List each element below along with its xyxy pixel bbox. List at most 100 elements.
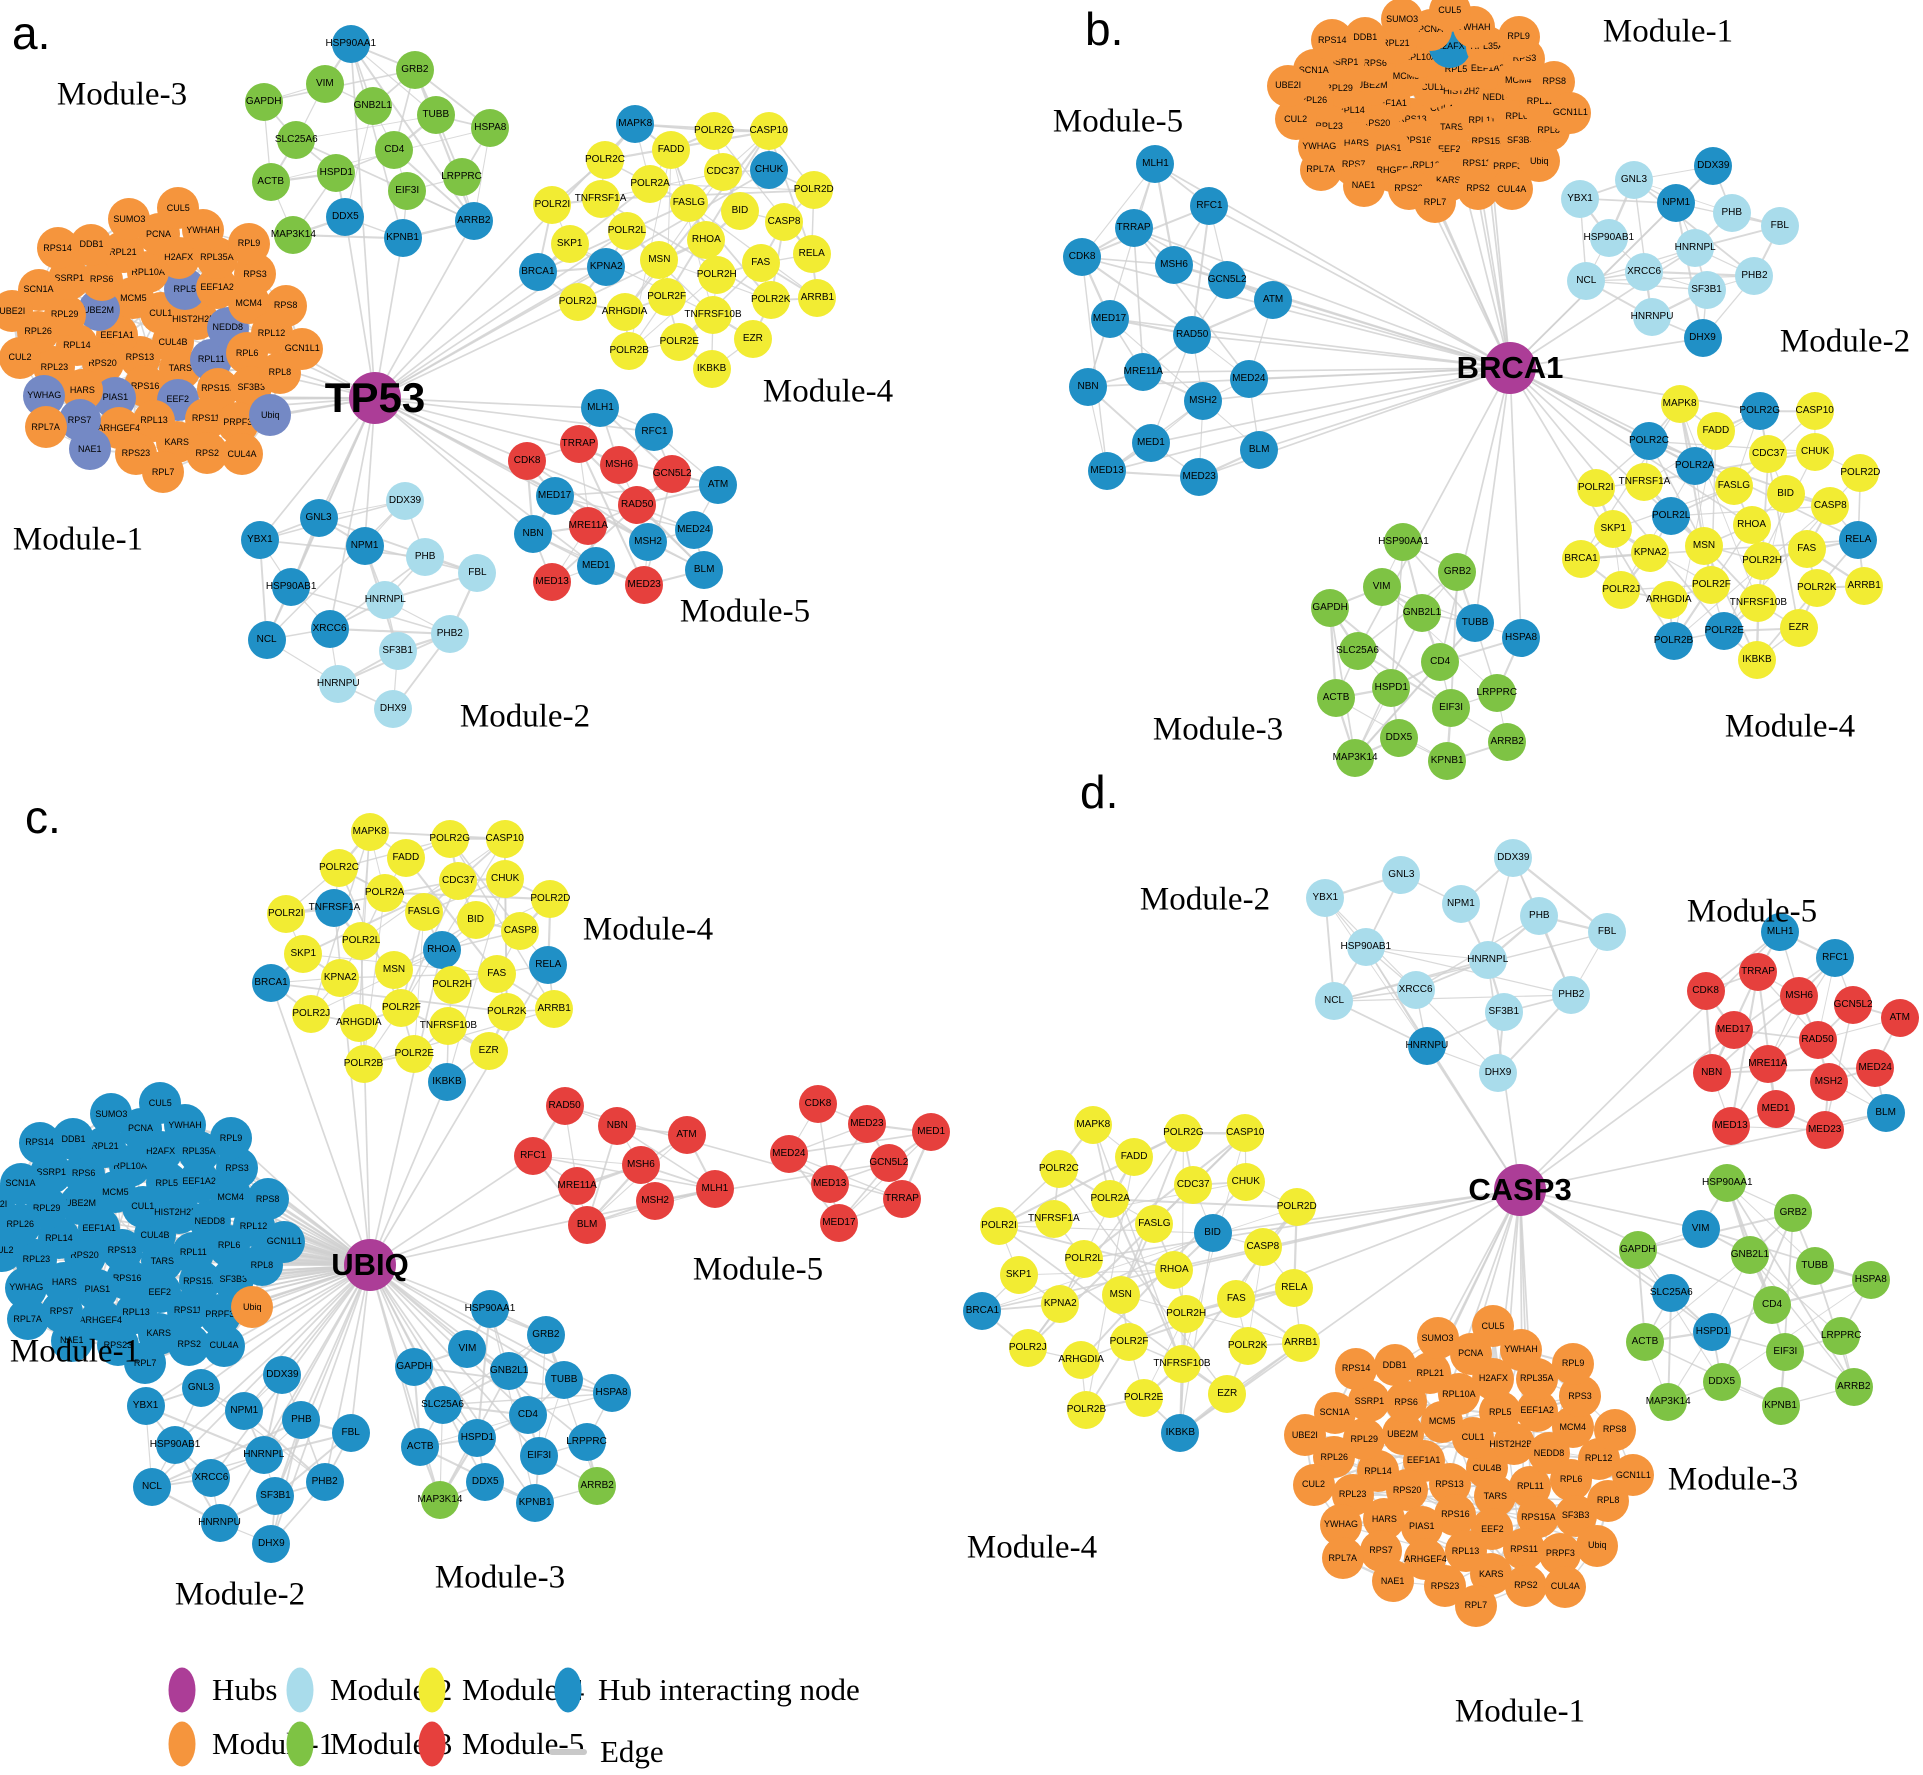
node-eif3i[interactable]: EIF3I <box>520 1436 559 1475</box>
node-med23[interactable]: MED23 <box>847 1105 886 1144</box>
node-cdk8[interactable]: CDK8 <box>508 441 547 480</box>
node-bid[interactable]: BID <box>720 191 759 230</box>
node-fadd[interactable]: FADD <box>1696 411 1735 450</box>
node-cdk8[interactable]: CDK8 <box>1686 971 1725 1010</box>
node-faslg[interactable]: FASLG <box>404 893 443 932</box>
node-rpl9[interactable]: RPL9 <box>210 1117 253 1160</box>
node-sf3b1[interactable]: SF3B1 <box>378 631 417 670</box>
node-nbn[interactable]: NBN <box>514 515 553 554</box>
node-gcn1l1[interactable]: GCN1L1 <box>1549 91 1592 134</box>
node-phb2[interactable]: PHB2 <box>305 1463 344 1502</box>
hub-node-ubiq[interactable] <box>344 1239 396 1291</box>
node-grb2[interactable]: GRB2 <box>395 50 434 89</box>
node-ubiq[interactable]: Ubiq <box>1576 1524 1619 1567</box>
node-vim[interactable]: VIM <box>1362 568 1401 607</box>
node-bid[interactable]: BID <box>1193 1214 1232 1253</box>
node-nae1[interactable]: NAE1 <box>68 428 111 471</box>
node-cul2[interactable]: CUL2 <box>0 1229 23 1272</box>
node-phb[interactable]: PHB <box>406 538 445 577</box>
node-faslg[interactable]: FASLG <box>669 184 708 223</box>
node-polr2d[interactable]: POLR2D <box>530 880 570 919</box>
node-polr2f[interactable]: POLR2F <box>1110 1322 1149 1361</box>
node-gapdh[interactable]: GAPDH <box>395 1347 434 1386</box>
node-med17[interactable]: MED17 <box>819 1203 858 1242</box>
node-polr2i[interactable]: POLR2I <box>979 1206 1018 1245</box>
node-casp8[interactable]: CASP8 <box>765 202 804 241</box>
node-slc25a6[interactable]: SLC25A6 <box>1650 1274 1693 1313</box>
node-polr2h[interactable]: POLR2H <box>432 966 472 1005</box>
node-hnrnpl[interactable]: HNRNPL <box>1675 229 1716 267</box>
node-cdk8[interactable]: CDK8 <box>1063 238 1102 277</box>
node-med17[interactable]: MED17 <box>1714 1010 1753 1049</box>
node-ddx39[interactable]: DDX39 <box>385 481 424 520</box>
node-arrb2[interactable]: ARRB2 <box>1834 1367 1873 1406</box>
node-msh6[interactable]: MSH6 <box>1780 976 1819 1015</box>
node-grb2[interactable]: GRB2 <box>526 1315 565 1354</box>
node-npm1[interactable]: NPM1 <box>1657 184 1696 223</box>
node-nbn[interactable]: NBN <box>1069 367 1108 406</box>
node-brca1[interactable]: BRCA1 <box>1562 539 1601 578</box>
node-blm[interactable]: BLM <box>1866 1093 1905 1132</box>
node-arhgdia[interactable]: ARHGDIA <box>1058 1341 1104 1380</box>
node-rps8[interactable]: RPS8 <box>264 284 307 327</box>
node-med23[interactable]: MED23 <box>625 566 664 605</box>
node-slc25a6[interactable]: SLC25A6 <box>1336 631 1379 670</box>
node-ddx5[interactable]: DDX5 <box>326 198 365 237</box>
node-mcm5[interactable]: MCM5 <box>1421 1400 1464 1443</box>
node-tnfrsf1a[interactable]: TNFRSF1A <box>1028 1199 1080 1238</box>
node-tnfrsf10b[interactable]: TNFRSF10B <box>420 1007 477 1046</box>
node-polr2h[interactable]: POLR2H <box>697 255 737 294</box>
node-mlh1[interactable]: MLH1 <box>581 389 620 428</box>
node-nae1[interactable]: NAE1 <box>1342 164 1385 207</box>
node-polr2i[interactable]: POLR2I <box>1576 469 1615 508</box>
node-med24[interactable]: MED24 <box>674 510 713 549</box>
node-fas[interactable]: FAS <box>477 954 516 993</box>
node-slc25a6[interactable]: SLC25A6 <box>421 1385 464 1424</box>
node-cul2[interactable]: CUL2 <box>0 336 41 379</box>
node-msn[interactable]: MSN <box>1685 526 1724 565</box>
node-arhgdia[interactable]: ARHGDIA <box>1646 581 1692 620</box>
node-casp8[interactable]: CASP8 <box>1811 486 1850 525</box>
node-bid[interactable]: BID <box>456 901 495 940</box>
node-map3k14[interactable]: MAP3K14 <box>1333 738 1378 777</box>
node-xrcc6[interactable]: XRCC6 <box>192 1459 231 1498</box>
node-ybx1[interactable]: YBX1 <box>126 1387 165 1426</box>
node-ddx39[interactable]: DDX39 <box>1494 838 1533 877</box>
node-kpnb1[interactable]: KPNB1 <box>516 1484 555 1523</box>
node-ybx1[interactable]: YBX1 <box>1306 879 1345 918</box>
node-rpl7[interactable]: RPL7 <box>1454 1584 1497 1627</box>
node-rps2[interactable]: RPS2 <box>1504 1564 1547 1607</box>
node-rps2[interactable]: RPS2 <box>168 1323 211 1366</box>
node-fas[interactable]: FAS <box>1787 530 1826 569</box>
node-fbl[interactable]: FBL <box>331 1414 370 1453</box>
node-hspd1[interactable]: HSPD1 <box>1372 669 1411 708</box>
node-fadd[interactable]: FADD <box>386 838 425 877</box>
node-vim[interactable]: VIM <box>305 64 344 103</box>
node-sumo3[interactable]: SUMO3 <box>1381 0 1424 41</box>
node-med13[interactable]: MED13 <box>810 1164 849 1203</box>
node-blm[interactable]: BLM <box>685 550 724 589</box>
node-gcn5l2[interactable]: GCN5L2 <box>1208 260 1247 299</box>
node-cdc37[interactable]: CDC37 <box>1174 1165 1213 1204</box>
node-polr2g[interactable]: POLR2G <box>1739 392 1780 431</box>
node-polr2k[interactable]: POLR2K <box>487 992 527 1031</box>
node-eif3i[interactable]: EIF3I <box>1432 689 1471 727</box>
node-dhx9[interactable]: DHX9 <box>374 690 413 729</box>
node-ezr[interactable]: EZR <box>469 1032 508 1071</box>
node-sf3b1[interactable]: SF3B1 <box>256 1477 295 1516</box>
node-cdc37[interactable]: CDC37 <box>439 861 478 900</box>
node-sf3b1[interactable]: SF3B1 <box>1484 993 1523 1032</box>
node-kpna2[interactable]: KPNA2 <box>321 958 360 997</box>
node-npm1[interactable]: NPM1 <box>1441 885 1480 924</box>
node-tnfrsf1a[interactable]: TNFRSF1A <box>575 180 626 219</box>
node-gnl3[interactable]: GNL3 <box>181 1369 220 1408</box>
node-hnrnpl[interactable]: HNRNPL <box>1467 941 1508 979</box>
node-gnl3[interactable]: GNL3 <box>299 498 338 537</box>
node-polr2e[interactable]: POLR2E <box>660 322 699 361</box>
node-polr2b[interactable]: POLR2B <box>344 1044 383 1083</box>
node-chuk[interactable]: CHUK <box>750 151 789 190</box>
node-rad50[interactable]: RAD50 <box>1798 1021 1837 1059</box>
node-polr2d[interactable]: POLR2D <box>1277 1188 1317 1227</box>
node-sumo3[interactable]: SUMO3 <box>90 1093 133 1136</box>
node-mre11a[interactable]: MRE11A <box>569 507 608 546</box>
